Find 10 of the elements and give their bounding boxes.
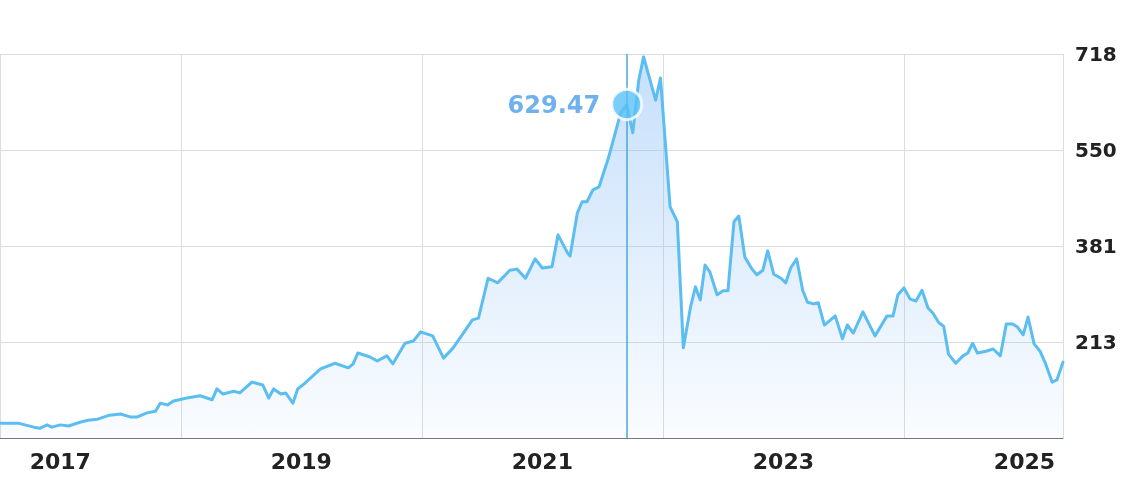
x-tick-label: 2021 [511,448,573,474]
y-tick-label: 718 [1075,42,1117,66]
y-tick-label: 381 [1075,234,1117,259]
x-tick-label: 2019 [270,448,332,474]
x-tick-label: 2025 [993,448,1056,474]
y-tick-label: 213 [1075,330,1117,355]
data-label: 629.47 [507,90,601,119]
x-tick-label: 2023 [752,448,815,474]
x-tick-label: 2017 [29,448,91,474]
y-tick-label: 550 [1075,137,1117,162]
